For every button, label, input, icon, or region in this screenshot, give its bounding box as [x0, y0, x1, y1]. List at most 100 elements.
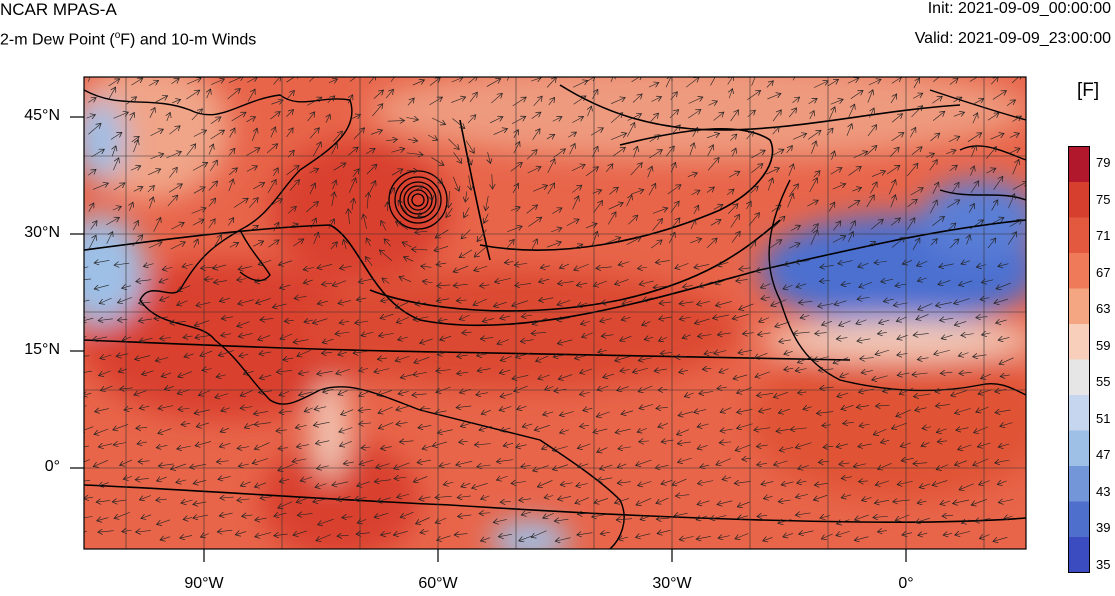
wind-vector	[939, 264, 954, 267]
wind-vector	[886, 165, 900, 175]
wind-vector	[134, 390, 147, 395]
wind-vector	[286, 128, 294, 138]
wind-vector	[439, 463, 451, 466]
wind-vector	[229, 242, 239, 248]
wind-vector	[476, 393, 488, 395]
wind-vector	[171, 78, 179, 84]
wind-vector	[506, 77, 510, 81]
wind-vector	[795, 261, 810, 263]
wind-vector	[999, 357, 1014, 364]
wind-vector	[112, 146, 116, 157]
wind-vector	[309, 183, 315, 195]
wind-vector	[687, 173, 698, 177]
wind-vector	[576, 283, 588, 285]
wind-vector	[437, 430, 453, 433]
wind-vector	[451, 77, 463, 83]
coast-florida	[239, 229, 271, 282]
wind-vector	[456, 406, 472, 408]
wind-vector	[603, 374, 615, 377]
wind-vector	[181, 423, 191, 424]
colorbar-swatches	[1068, 146, 1090, 573]
wind-vector	[787, 193, 794, 208]
wind-vector	[700, 465, 710, 467]
wind-vector	[858, 444, 872, 447]
wind-vector	[167, 112, 171, 122]
wind-vector	[106, 232, 113, 244]
colorbar-swatch	[1068, 430, 1090, 466]
wind-vector	[552, 464, 568, 470]
wind-vector	[609, 187, 618, 195]
wind-vector	[421, 266, 432, 267]
wind-vector	[865, 242, 876, 248]
wind-vector	[402, 242, 412, 248]
wind-vector	[99, 370, 111, 376]
wind-vector	[460, 422, 474, 426]
wind-vector	[969, 220, 984, 230]
wind-vector	[615, 356, 630, 360]
wind-vector	[578, 464, 589, 468]
wind-vector	[396, 222, 408, 230]
wind-vector	[539, 298, 554, 301]
wind-vector	[512, 97, 526, 107]
wind-vector	[637, 428, 647, 432]
wind-vector	[374, 480, 392, 482]
brazil-cool-patch	[490, 520, 570, 549]
wind-vector	[935, 404, 950, 406]
wind-vector	[790, 225, 801, 231]
wind-vector	[84, 393, 92, 395]
wind-vector	[338, 301, 351, 304]
wind-vector	[382, 278, 390, 284]
wind-vector	[832, 184, 846, 190]
wind-vector	[412, 394, 427, 395]
wind-vector	[583, 408, 593, 410]
wind-vector	[499, 370, 511, 373]
wind-vector	[598, 350, 608, 352]
wind-vector	[339, 321, 350, 323]
wind-vector	[881, 279, 893, 282]
wind-vector	[713, 204, 723, 210]
wind-vector	[358, 279, 374, 282]
wind-vector	[315, 441, 330, 444]
wind-vector	[593, 280, 607, 286]
wind-vector	[971, 166, 975, 176]
wind-vector	[493, 301, 507, 306]
wind-vector	[638, 481, 652, 485]
wind-vector	[597, 478, 613, 481]
wind-vector	[811, 224, 819, 233]
wind-vector	[932, 216, 944, 227]
wind-vector	[971, 145, 976, 158]
wind-vector	[169, 126, 181, 135]
wind-vector	[553, 355, 567, 357]
wind-vector	[756, 393, 774, 395]
wind-vector	[693, 205, 699, 215]
wind-vector	[761, 297, 771, 299]
wind-vector	[747, 90, 760, 100]
wind-vector	[552, 208, 562, 214]
wind-vector	[170, 242, 186, 250]
wind-vector	[875, 349, 890, 354]
wind-vector	[418, 209, 429, 217]
wind-vector	[353, 128, 365, 140]
wind-vector	[256, 298, 271, 303]
wind-vector	[759, 318, 770, 322]
wind-vector	[557, 339, 573, 344]
wind-vector	[352, 114, 360, 118]
wind-vector	[349, 77, 357, 82]
wind-vector	[912, 373, 928, 375]
wind-vector	[530, 78, 541, 82]
wind-vector	[996, 320, 1007, 323]
wind-vector	[868, 79, 881, 86]
wind-vector	[713, 112, 724, 121]
wind-vector	[632, 94, 642, 103]
wind-vector	[148, 242, 162, 249]
contour-1	[84, 484, 1026, 523]
wind-vector	[859, 389, 874, 392]
wind-vector	[913, 333, 929, 335]
wind-vector	[355, 321, 369, 323]
wind-vector	[951, 390, 967, 396]
wind-vector	[827, 79, 839, 87]
wind-vector	[798, 465, 809, 469]
wind-vector	[776, 429, 790, 431]
wind-vector	[385, 89, 393, 99]
wind-vector	[472, 483, 488, 488]
